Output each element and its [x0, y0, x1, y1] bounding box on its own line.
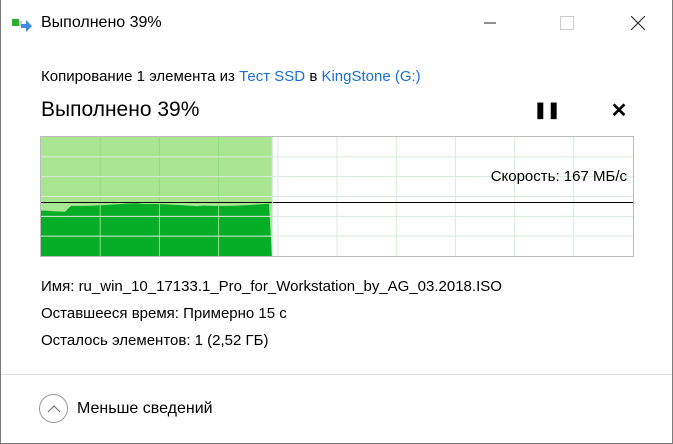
speed-label: Скорость: 167 МБ/с [490, 168, 627, 185]
close-button[interactable] [615, 6, 661, 40]
minimize-icon [484, 22, 496, 24]
progress-heading: Выполнено 39% [41, 98, 200, 121]
detail-value: Примерно 15 с [183, 305, 287, 322]
pause-button[interactable]: ❚❚ [533, 100, 561, 122]
minimize-button[interactable] [467, 6, 513, 40]
cancel-button[interactable]: ✕ [605, 98, 633, 122]
file-copy-icon [12, 19, 32, 32]
progress-edge [271, 137, 273, 256]
detail-label: Осталось элементов: [41, 332, 191, 349]
speed-graph: Скорость: 167 МБ/с [40, 136, 634, 257]
divider [1, 374, 672, 375]
maximize-button[interactable] [544, 6, 590, 40]
window-title: Выполнено 39% [41, 14, 162, 31]
description-prefix: Копирование 1 элемента из [41, 68, 235, 85]
description-mid: в [309, 68, 318, 85]
fewer-details-label: Меньше сведений [77, 399, 213, 417]
fewer-details-button[interactable]: Меньше сведений [39, 394, 213, 423]
source-link[interactable]: Тест SSD [239, 68, 306, 85]
maximize-icon [560, 16, 574, 30]
copy-description: Копирование 1 элемента из Тест SSD в Kin… [41, 68, 421, 85]
detail-label: Имя: [41, 278, 75, 295]
detail-items-remaining: Осталось элементов: 1 (2,52 ГБ) [41, 332, 269, 349]
close-icon [631, 16, 645, 30]
graph-canvas [41, 137, 633, 256]
cancel-icon: ✕ [610, 100, 628, 122]
destination-link[interactable]: KingStone (G:) [321, 68, 421, 85]
throughput-area [41, 203, 272, 256]
chevron-up-icon [39, 394, 68, 423]
detail-label: Оставшееся время: [41, 305, 179, 322]
detail-time-remaining: Оставшееся время: Примерно 15 с [41, 305, 287, 322]
detail-value: ru_win_10_17133.1_Pro_for_Workstation_by… [78, 278, 502, 295]
detail-name: Имя: ru_win_10_17133.1_Pro_for_Workstati… [41, 278, 502, 295]
title-bar: Выполнено 39% [1, 0, 672, 46]
pause-icon: ❚❚ [533, 102, 561, 119]
detail-value: 1 (2,52 ГБ) [194, 332, 269, 349]
